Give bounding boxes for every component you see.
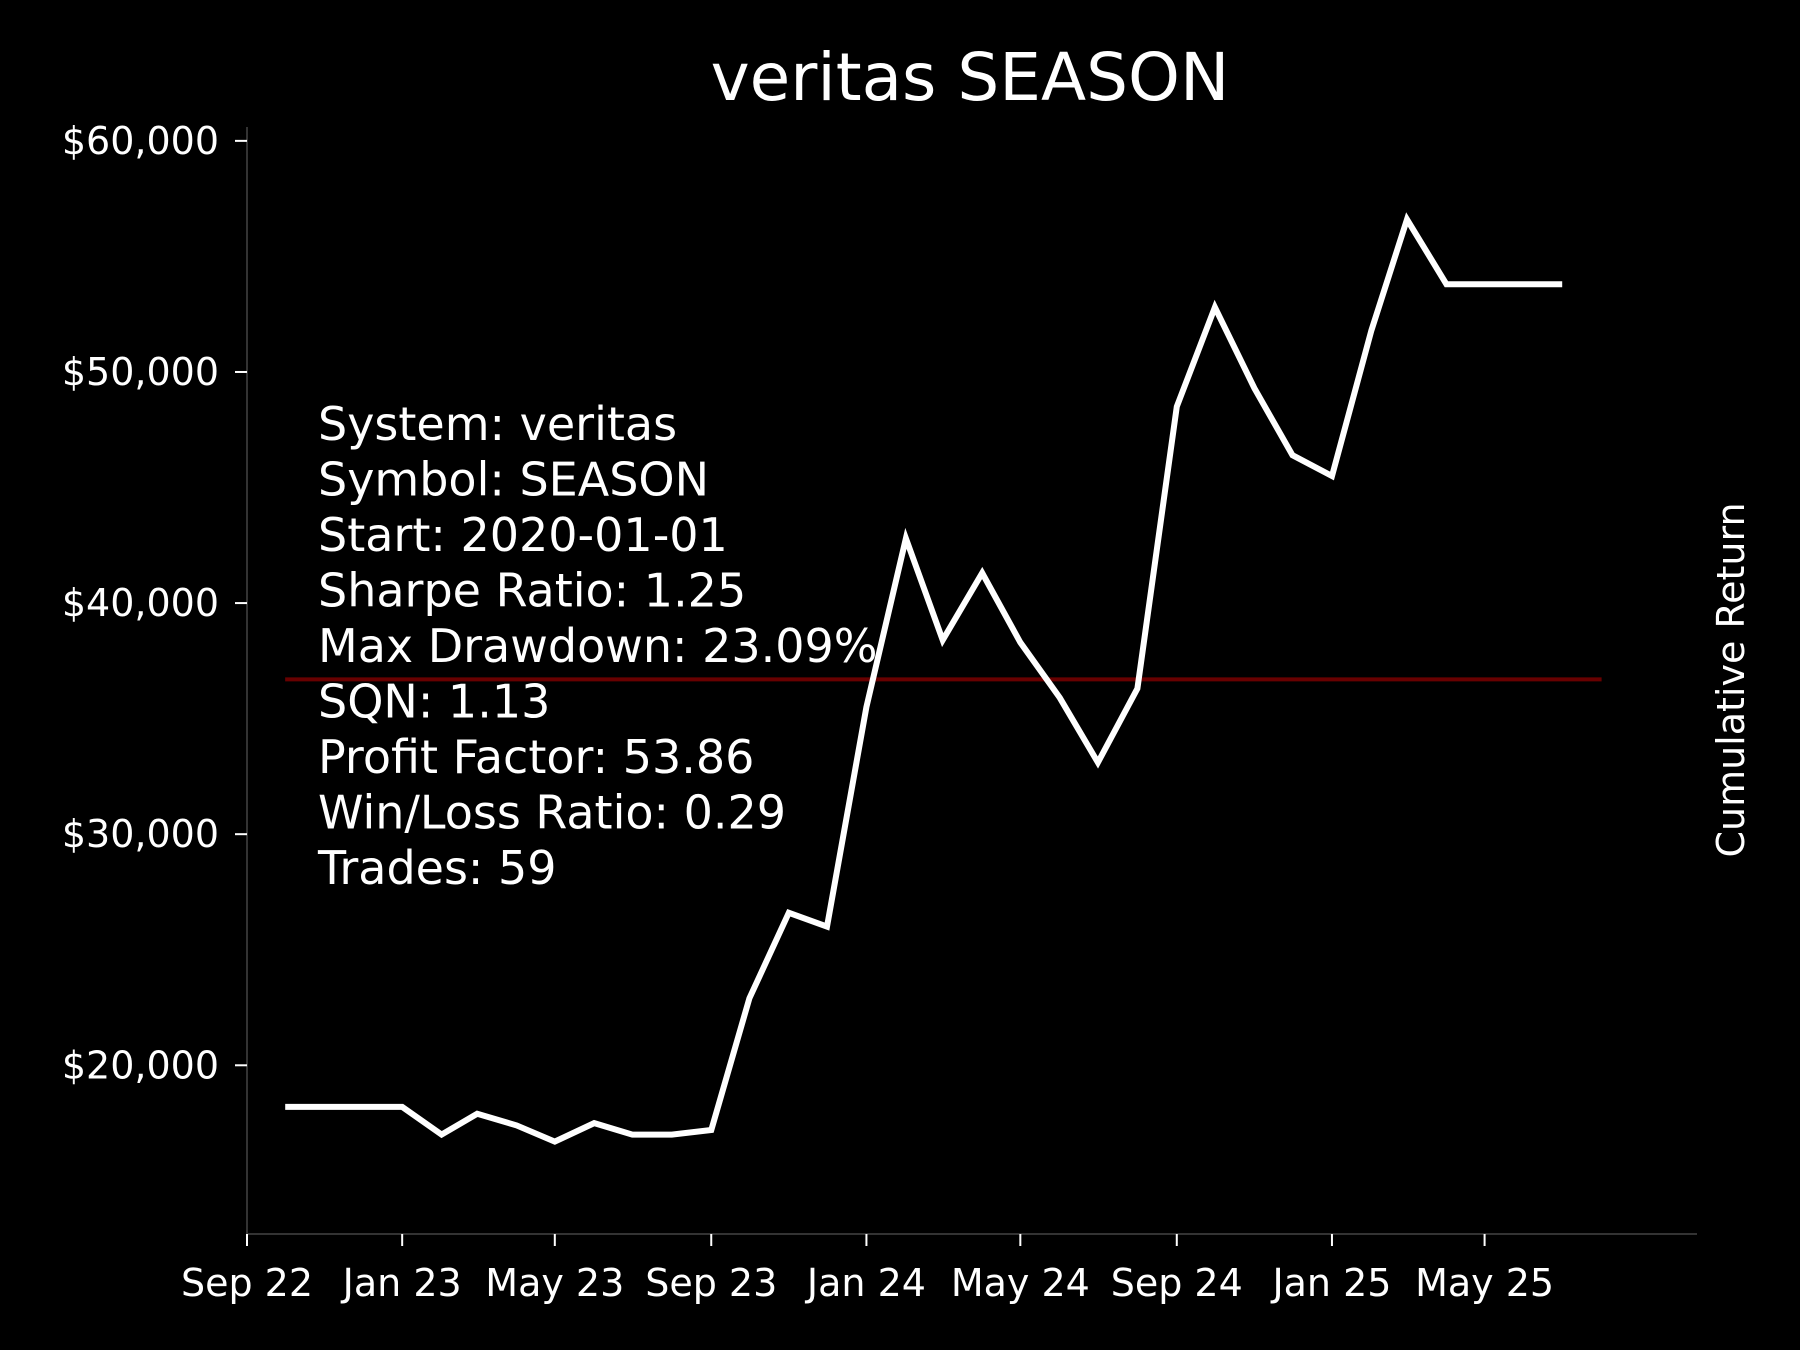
x-tick-label: Sep 24 [1111,1261,1243,1305]
stats-line: Sharpe Ratio: 1.25 [318,564,746,618]
x-tick-label: Sep 22 [181,1261,313,1305]
stats-line: Trades: 59 [317,841,557,895]
y-tick-label: $30,000 [62,812,219,856]
x-tick-label: Jan 24 [805,1261,926,1305]
plot-area [285,212,1602,1145]
stats-line: System: veritas [318,397,677,451]
x-tick-label: May 23 [485,1261,624,1305]
stats-line: Symbol: SEASON [318,453,709,507]
right-axis-label: Cumulative Return [1709,502,1753,857]
stats-line: Win/Loss Ratio: 0.29 [318,786,786,840]
x-tick-label: Sep 23 [645,1261,777,1305]
y-tick-label: $50,000 [62,350,219,394]
chart-title: veritas SEASON [711,39,1230,116]
axes: $20,000 $30,000 $40,000 $50,000 $60,000 Sep 2… [62,119,1697,1305]
x-tick-label: Jan 25 [1270,1261,1391,1305]
stats-line: SQN: 1.13 [318,675,550,729]
stats-line: Max Drawdown: 23.09% [318,619,878,673]
y-tick-label: $40,000 [62,581,219,625]
stats-line: Profit Factor: 53.86 [318,730,754,784]
x-tick-label: May 24 [951,1261,1090,1305]
x-tick-label: May 25 [1415,1261,1554,1305]
y-tick-label: $60,000 [62,119,219,163]
stats-line: Start: 2020-01-01 [318,508,728,562]
y-tick-label: $20,000 [62,1043,219,1087]
x-tick-label: Jan 23 [341,1261,462,1305]
series-line [285,212,1563,1145]
